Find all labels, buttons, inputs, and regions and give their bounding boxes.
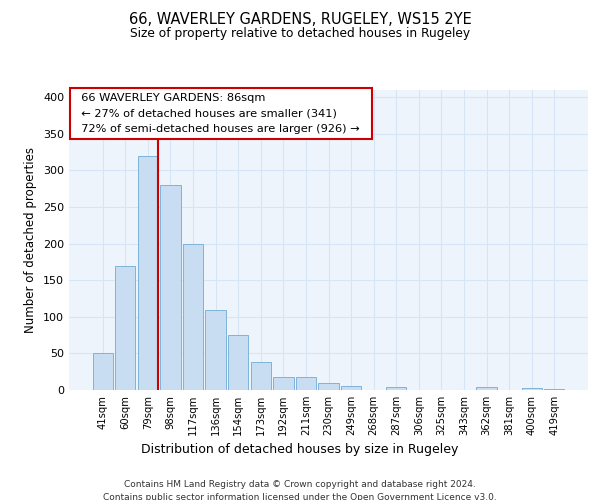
Bar <box>476 387 497 390</box>
Bar <box>521 388 542 390</box>
Text: Contains HM Land Registry data © Crown copyright and database right 2024.: Contains HM Land Registry data © Crown c… <box>124 480 476 489</box>
Bar <box>544 388 565 390</box>
Bar <box>92 354 113 390</box>
Bar <box>205 310 226 390</box>
Bar <box>183 244 203 390</box>
Bar <box>115 266 136 390</box>
Text: Distribution of detached houses by size in Rugeley: Distribution of detached houses by size … <box>142 442 458 456</box>
Bar <box>341 386 361 390</box>
Bar <box>251 362 271 390</box>
Bar <box>228 335 248 390</box>
Text: 66 WAVERLEY GARDENS: 86sqm  
  ← 27% of detached houses are smaller (341)  
  72: 66 WAVERLEY GARDENS: 86sqm ← 27% of deta… <box>74 93 367 134</box>
Text: 66, WAVERLEY GARDENS, RUGELEY, WS15 2YE: 66, WAVERLEY GARDENS, RUGELEY, WS15 2YE <box>128 12 472 28</box>
Bar <box>296 377 316 390</box>
Bar <box>386 387 406 390</box>
Text: Contains public sector information licensed under the Open Government Licence v3: Contains public sector information licen… <box>103 492 497 500</box>
Y-axis label: Number of detached properties: Number of detached properties <box>25 147 37 333</box>
Bar <box>138 156 158 390</box>
Text: Size of property relative to detached houses in Rugeley: Size of property relative to detached ho… <box>130 28 470 40</box>
Bar <box>273 377 293 390</box>
Bar <box>319 382 338 390</box>
Bar <box>160 185 181 390</box>
